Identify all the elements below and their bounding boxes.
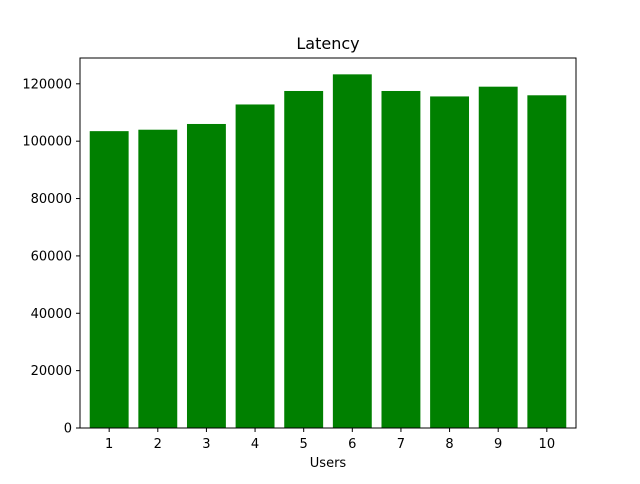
- x-tick-label: 5: [300, 437, 308, 452]
- bar-6: [332, 74, 372, 428]
- chart-title: Latency: [296, 34, 359, 53]
- bar-5: [284, 90, 324, 428]
- y-tick-label: 60000: [31, 249, 72, 264]
- y-tick-label: 100000: [22, 135, 72, 150]
- x-tick-label: 8: [445, 437, 453, 452]
- x-axis: 1 2 3 4 5 6 7 8 9 10: [105, 428, 555, 452]
- x-tick-label: 4: [251, 437, 259, 452]
- bar-2: [138, 129, 178, 428]
- x-axis-label: Users: [310, 456, 347, 471]
- y-tick-label: 120000: [22, 77, 72, 92]
- y-tick-label: 0: [64, 422, 72, 437]
- bar-3: [186, 123, 226, 428]
- x-tick-label: 3: [202, 437, 210, 452]
- x-tick-label: 9: [494, 437, 502, 452]
- x-tick-label: 7: [397, 437, 405, 452]
- y-tick-label: 20000: [31, 364, 72, 379]
- y-axis: 0 20000 40000 60000 80000 100000 120000: [22, 77, 80, 437]
- bar-1: [89, 131, 129, 428]
- x-tick-label: 2: [154, 437, 162, 452]
- bar-4: [235, 104, 275, 428]
- bar-8: [430, 96, 470, 429]
- x-tick-label: 10: [539, 437, 556, 452]
- y-tick-label: 40000: [31, 307, 72, 322]
- bars-layer: [89, 74, 567, 429]
- bar-7: [381, 90, 421, 428]
- bar-10: [527, 95, 567, 428]
- x-tick-label: 6: [348, 437, 356, 452]
- y-tick-label: 80000: [31, 192, 72, 207]
- bar-9: [478, 86, 518, 429]
- x-tick-label: 1: [105, 437, 113, 452]
- plot-frame: [79, 57, 577, 429]
